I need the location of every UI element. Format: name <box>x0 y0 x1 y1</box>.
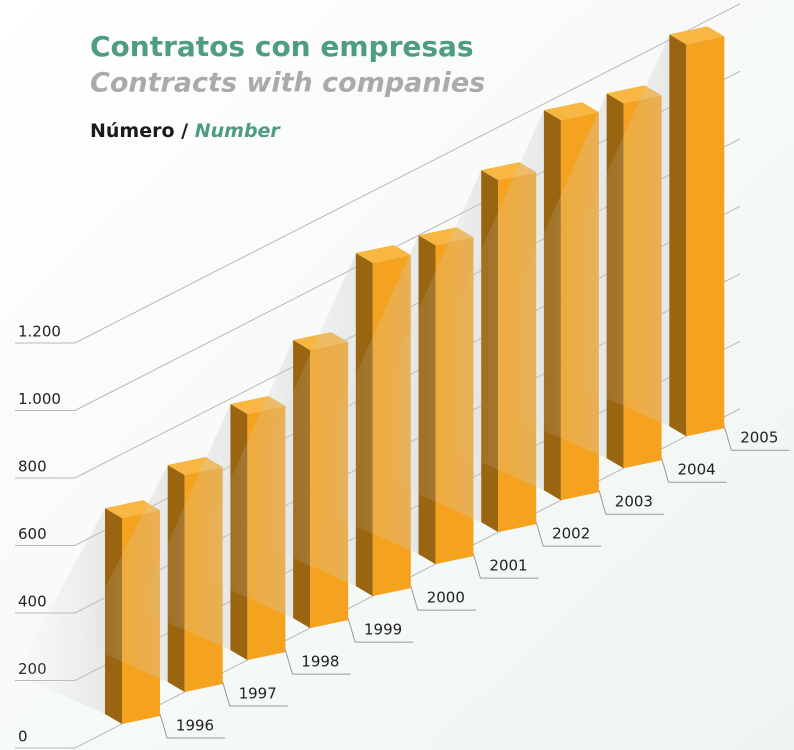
x-tick-label: 1998 <box>301 653 339 671</box>
category-underline <box>535 522 602 547</box>
y-tick-label: 600 <box>18 525 47 543</box>
x-tick-label: 2003 <box>615 493 653 511</box>
category-underline <box>284 649 351 675</box>
bar-top <box>669 26 725 45</box>
x-tick-label: 2005 <box>740 429 778 447</box>
category-underline <box>661 458 727 483</box>
bar <box>686 36 725 437</box>
bar-shadow <box>579 34 670 427</box>
axis-label-en: Number <box>195 120 282 142</box>
axis-label: Número / Number <box>90 120 281 142</box>
category-underline <box>723 426 790 451</box>
y-tick-label: 1.000 <box>18 390 61 408</box>
y-tick-label: 0 <box>18 728 28 746</box>
category-underline <box>473 554 539 579</box>
chart-title: Contratos con empresas <box>90 30 474 63</box>
x-tick-label: 2004 <box>678 461 716 479</box>
x-tick-label: 1996 <box>176 717 214 735</box>
x-tick-label: 2000 <box>427 589 465 607</box>
bar-shadow <box>140 404 231 651</box>
x-tick-label: 1999 <box>364 621 402 639</box>
y-tick-label: 1.200 <box>18 323 61 341</box>
x-tick-label: 1997 <box>239 685 277 703</box>
chart-subtitle: Contracts with companies <box>90 68 485 99</box>
bar-top <box>355 245 411 264</box>
grid-line <box>15 3 741 344</box>
bar-shadow <box>203 339 294 619</box>
bar-side <box>669 34 687 437</box>
y-tick-label: 400 <box>18 593 47 611</box>
y-tick-label: 800 <box>18 458 47 476</box>
category-underline <box>598 490 664 515</box>
category-underline <box>222 681 288 707</box>
x-tick-label: 2001 <box>489 557 527 575</box>
bar-top <box>543 102 599 121</box>
category-underline <box>159 713 225 739</box>
bar-shadow <box>15 508 105 715</box>
category-underline <box>347 617 414 643</box>
x-tick-label: 2002 <box>552 525 590 543</box>
category-underline <box>410 585 476 611</box>
axis-label-es: Número / <box>90 120 188 142</box>
bar-shadow <box>77 465 168 683</box>
bar-top <box>105 500 160 519</box>
